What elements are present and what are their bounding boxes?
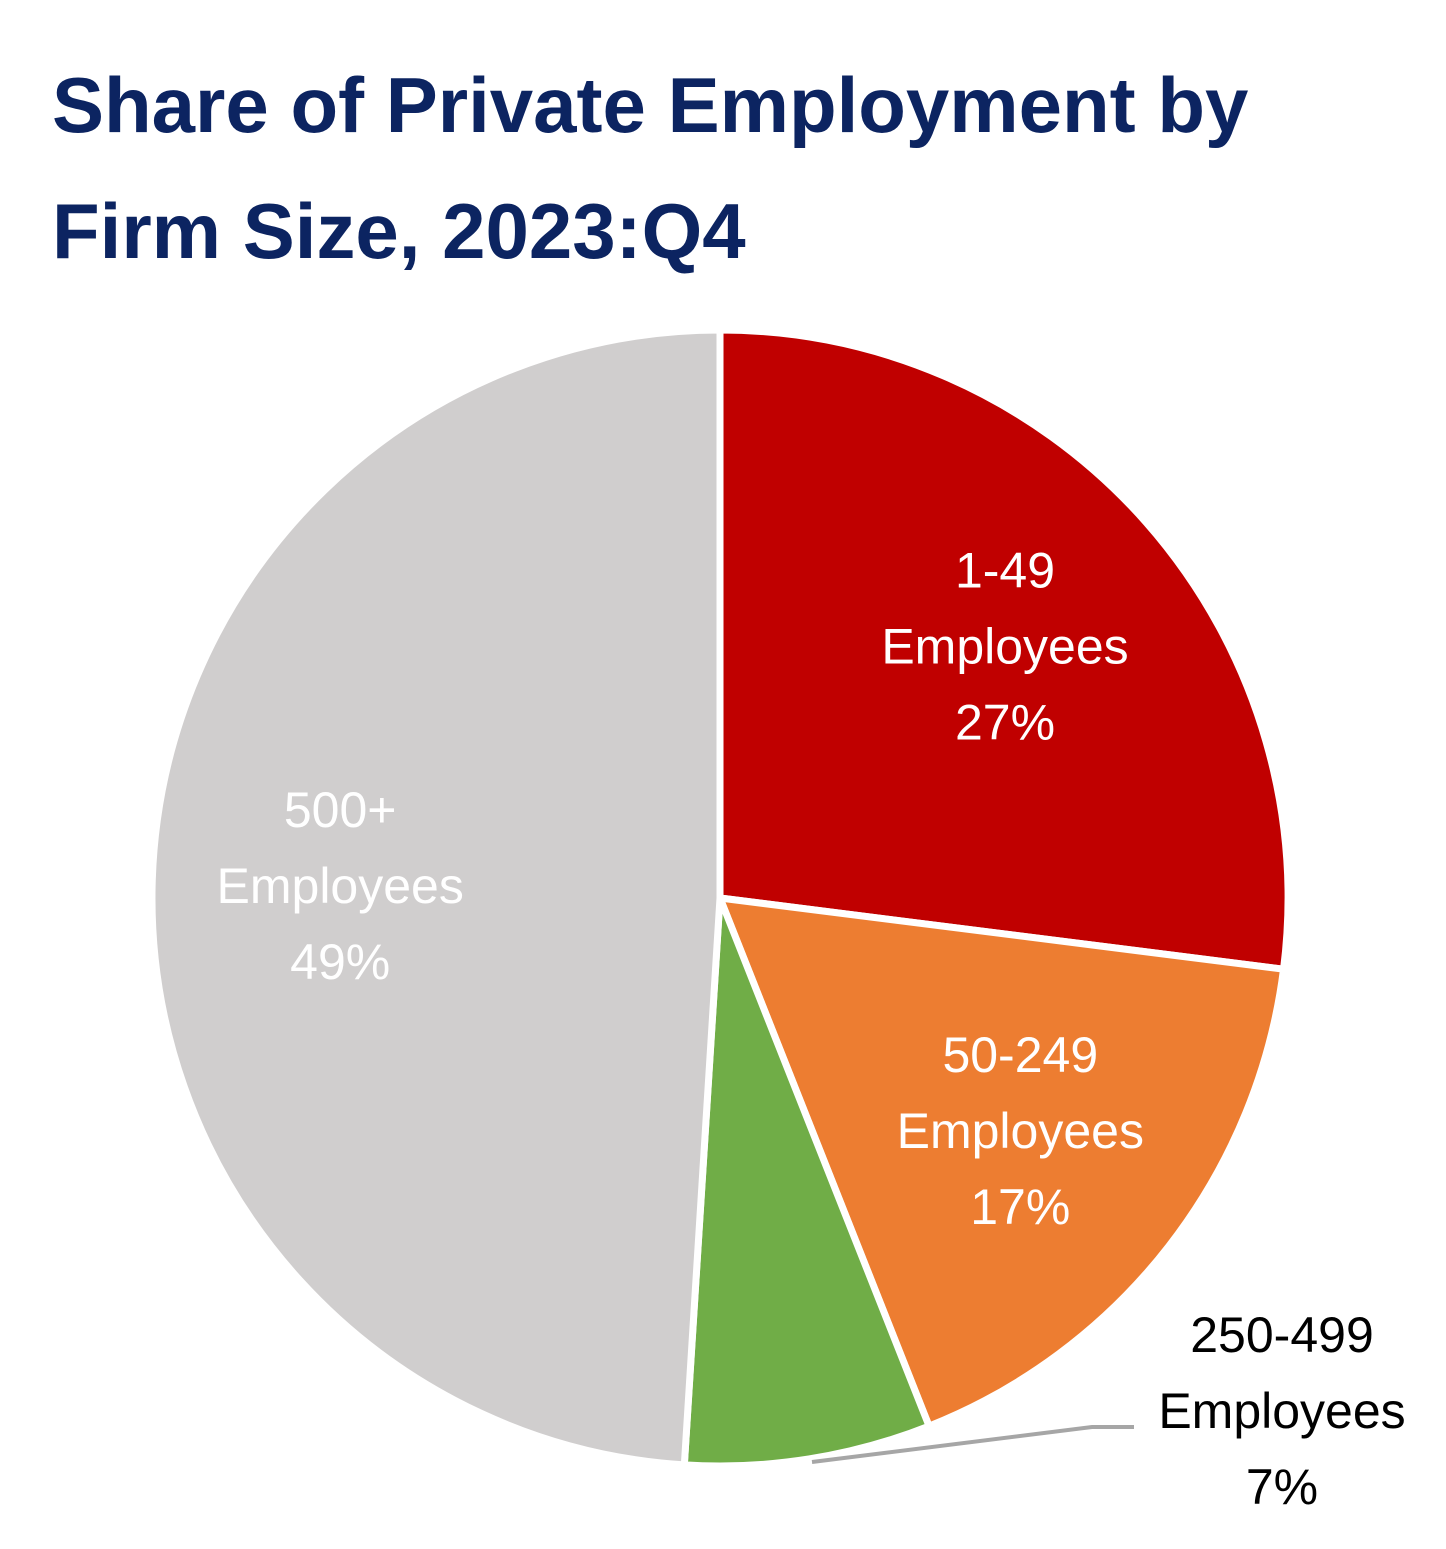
leader-lines [811,1425,1134,1464]
slice-percent-label: 49% [290,934,390,990]
chart-title: Share of Private Employment by Firm Size… [52,61,1249,275]
pie-slice-50-249 [716,894,1288,1430]
pie-slice-500+ [148,326,724,1469]
slice-unit-label: Employees [881,619,1128,675]
slice-label-500+: 500+ Employees 49% [217,782,464,990]
slice-label-50-249: 50-249 Employees 17% [897,1027,1144,1235]
pie-slice-1-49 [716,326,1292,973]
slice-range-label: 250-499 [1190,1307,1374,1363]
pie-slices [148,326,1292,1470]
slice-percent-label: 27% [955,695,1055,751]
leader-line-250-499 [811,1425,1134,1464]
slice-range-label: 500+ [284,782,397,838]
slice-unit-label: Employees [217,858,464,914]
slice-percent-label: 17% [970,1179,1070,1235]
slice-label-250-499: 250-499 Employees 7% [1158,1307,1405,1515]
pie-slice-250-499 [680,894,933,1470]
slice-unit-label: Employees [1158,1383,1405,1439]
slice-percent-label: 7% [1246,1459,1318,1515]
slice-labels: 1-49 Employees 27% 50-249 Employees 17% 250-49… [217,543,1406,1515]
slice-range-label: 50-249 [942,1027,1098,1083]
slice-unit-label: Employees [897,1103,1144,1159]
slice-label-1-49: 1-49 Employees 27% [881,543,1128,751]
slice-range-label: 1-49 [955,543,1055,599]
